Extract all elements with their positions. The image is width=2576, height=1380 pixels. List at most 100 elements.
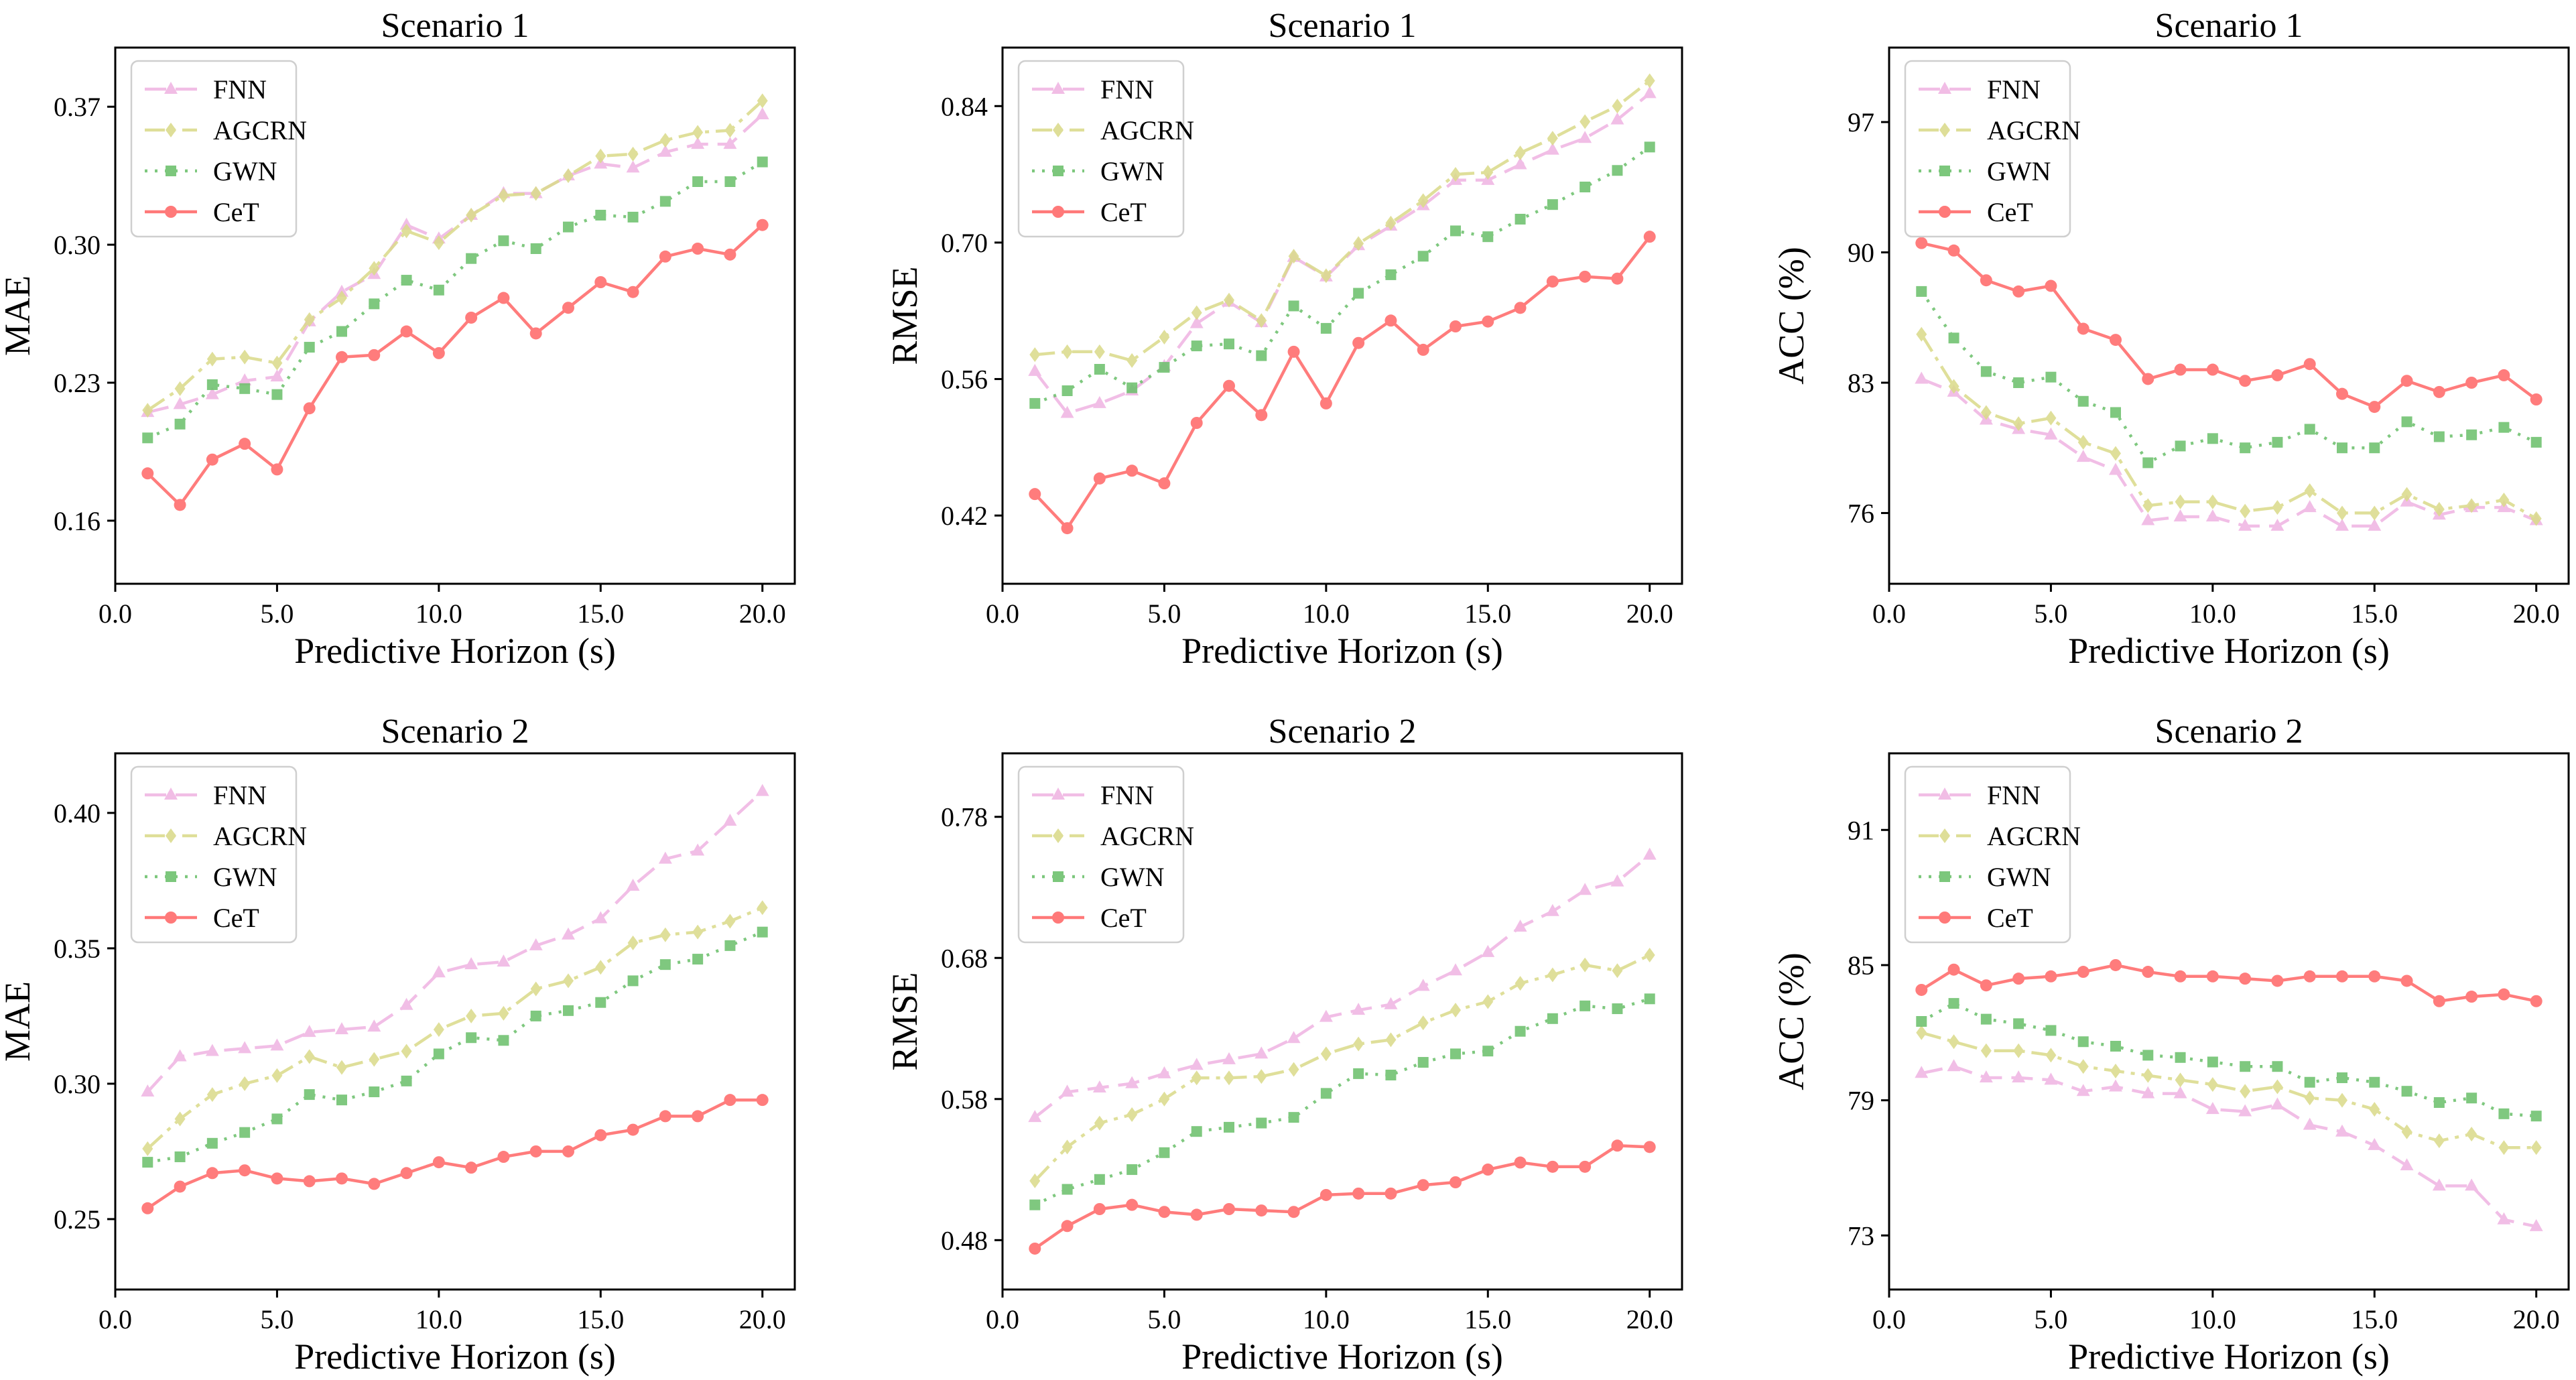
data-point-fnn xyxy=(335,1022,348,1035)
data-point-agcrn xyxy=(336,290,347,306)
legend: FNN AGCRN GWN CeT xyxy=(130,60,307,238)
data-point-fnn xyxy=(1060,405,1074,418)
data-point-agcrn xyxy=(1644,73,1655,88)
y-tick-label: 0.30 xyxy=(54,230,101,260)
data-point-gwn xyxy=(1288,1112,1299,1123)
series-cet xyxy=(1029,1139,1656,1255)
data-point-agcrn xyxy=(466,208,477,223)
data-point-fnn xyxy=(2109,462,2122,475)
data-point-cet xyxy=(1514,302,1527,314)
data-point-gwn xyxy=(1580,1000,1591,1011)
data-point-fnn xyxy=(464,957,478,970)
data-point-cet xyxy=(2174,970,2187,983)
data-point-cet xyxy=(1579,1160,1592,1173)
data-point-agcrn xyxy=(1029,1173,1041,1188)
data-point-gwn xyxy=(1320,322,1332,334)
data-point-agcrn xyxy=(757,93,768,109)
data-point-fnn xyxy=(1028,1110,1042,1123)
data-point-fnn xyxy=(1643,86,1657,99)
x-tick-label: 20.0 xyxy=(1626,599,1673,629)
data-point-agcrn xyxy=(2304,483,2315,499)
legend-item-fnn xyxy=(1032,788,1084,800)
x-tick-label: 20.0 xyxy=(739,599,786,629)
data-point-agcrn xyxy=(498,188,509,203)
legend-marker-agcrn xyxy=(166,123,176,137)
legend-box xyxy=(1904,765,2071,944)
y-tick-label: 0.56 xyxy=(941,365,988,395)
data-point-fnn xyxy=(2465,1178,2479,1191)
legend-marker-gwn xyxy=(1053,166,1064,176)
legend-marker-cet xyxy=(1052,912,1064,924)
data-point-cet xyxy=(1980,979,1992,992)
data-point-cet xyxy=(432,1156,445,1169)
legend-label: CeT xyxy=(213,197,259,227)
data-point-fnn xyxy=(2238,518,2252,531)
data-point-gwn xyxy=(563,221,574,233)
data-point-gwn xyxy=(1916,1016,1927,1027)
data-point-cet xyxy=(1190,417,1203,429)
legend-marker-agcrn xyxy=(1053,123,1064,137)
data-point-cet xyxy=(2530,995,2542,1007)
data-point-gwn xyxy=(466,1032,477,1044)
data-point-gwn xyxy=(2207,1056,2218,1068)
legend-marker-cet xyxy=(165,912,177,924)
data-point-gwn xyxy=(757,156,768,168)
data-point-cet xyxy=(239,438,251,450)
data-point-cet xyxy=(271,1172,283,1185)
data-point-fnn xyxy=(2141,513,2155,525)
data-point-fnn xyxy=(723,814,737,826)
data-point-gwn xyxy=(433,284,444,296)
data-point-fnn xyxy=(1157,1066,1171,1078)
axes-frame xyxy=(1001,752,1683,1291)
data-point-agcrn xyxy=(1159,330,1170,344)
data-point-cet xyxy=(368,349,381,361)
legend-marker-agcrn xyxy=(1053,828,1064,843)
data-point-gwn xyxy=(1061,1184,1073,1195)
legend-item-agcrn xyxy=(145,123,197,137)
data-point-agcrn xyxy=(724,914,736,929)
data-point-cet xyxy=(1980,274,1992,287)
x-tick-label: 0.0 xyxy=(986,599,1019,629)
data-point-cet xyxy=(2110,958,2122,971)
data-point-gwn xyxy=(174,1151,186,1163)
data-point-agcrn xyxy=(142,1141,153,1156)
data-point-agcrn xyxy=(659,927,671,942)
data-point-gwn xyxy=(2401,416,2412,428)
data-point-agcrn xyxy=(1385,215,1397,231)
data-point-gwn xyxy=(2142,457,2154,468)
data-point-gwn xyxy=(2466,1092,2477,1104)
data-point-agcrn xyxy=(2240,1084,2251,1099)
data-point-cet xyxy=(1611,272,1624,285)
data-point-cet xyxy=(1158,1206,1171,1218)
data-point-cet xyxy=(1482,315,1494,328)
data-point-agcrn xyxy=(2207,1077,2218,1092)
y-tick-label: 0.25 xyxy=(54,1204,101,1235)
data-point-fnn xyxy=(1610,874,1624,887)
data-point-fnn xyxy=(2044,1072,2058,1085)
data-point-fnn xyxy=(2270,1097,2284,1110)
data-point-cet xyxy=(2206,363,2219,376)
data-point-agcrn xyxy=(1916,1025,1927,1040)
legend-item-agcrn xyxy=(1032,828,1084,843)
data-point-agcrn xyxy=(2433,501,2445,517)
data-point-gwn xyxy=(1224,1121,1234,1133)
data-point-cet xyxy=(724,248,736,261)
x-tick-label: 15.0 xyxy=(577,1304,624,1334)
data-point-agcrn xyxy=(563,168,574,184)
data-point-agcrn xyxy=(724,123,736,138)
data-point-agcrn xyxy=(142,403,153,418)
data-point-fnn xyxy=(2205,1102,2219,1115)
data-point-fnn xyxy=(1189,1058,1204,1070)
data-point-agcrn xyxy=(304,312,315,327)
data-point-cet xyxy=(2368,970,2381,983)
data-point-agcrn xyxy=(1482,994,1494,1009)
data-point-agcrn xyxy=(2077,434,2089,450)
data-point-cet xyxy=(1093,1203,1106,1215)
x-tick-label: 10.0 xyxy=(1303,1304,1350,1334)
data-point-agcrn xyxy=(1980,405,1992,420)
data-point-cet xyxy=(2012,285,2025,298)
data-point-gwn xyxy=(2077,1036,2089,1048)
data-point-cet xyxy=(2077,966,2089,979)
data-point-gwn xyxy=(692,176,704,187)
data-point-cet xyxy=(1482,1164,1494,1176)
